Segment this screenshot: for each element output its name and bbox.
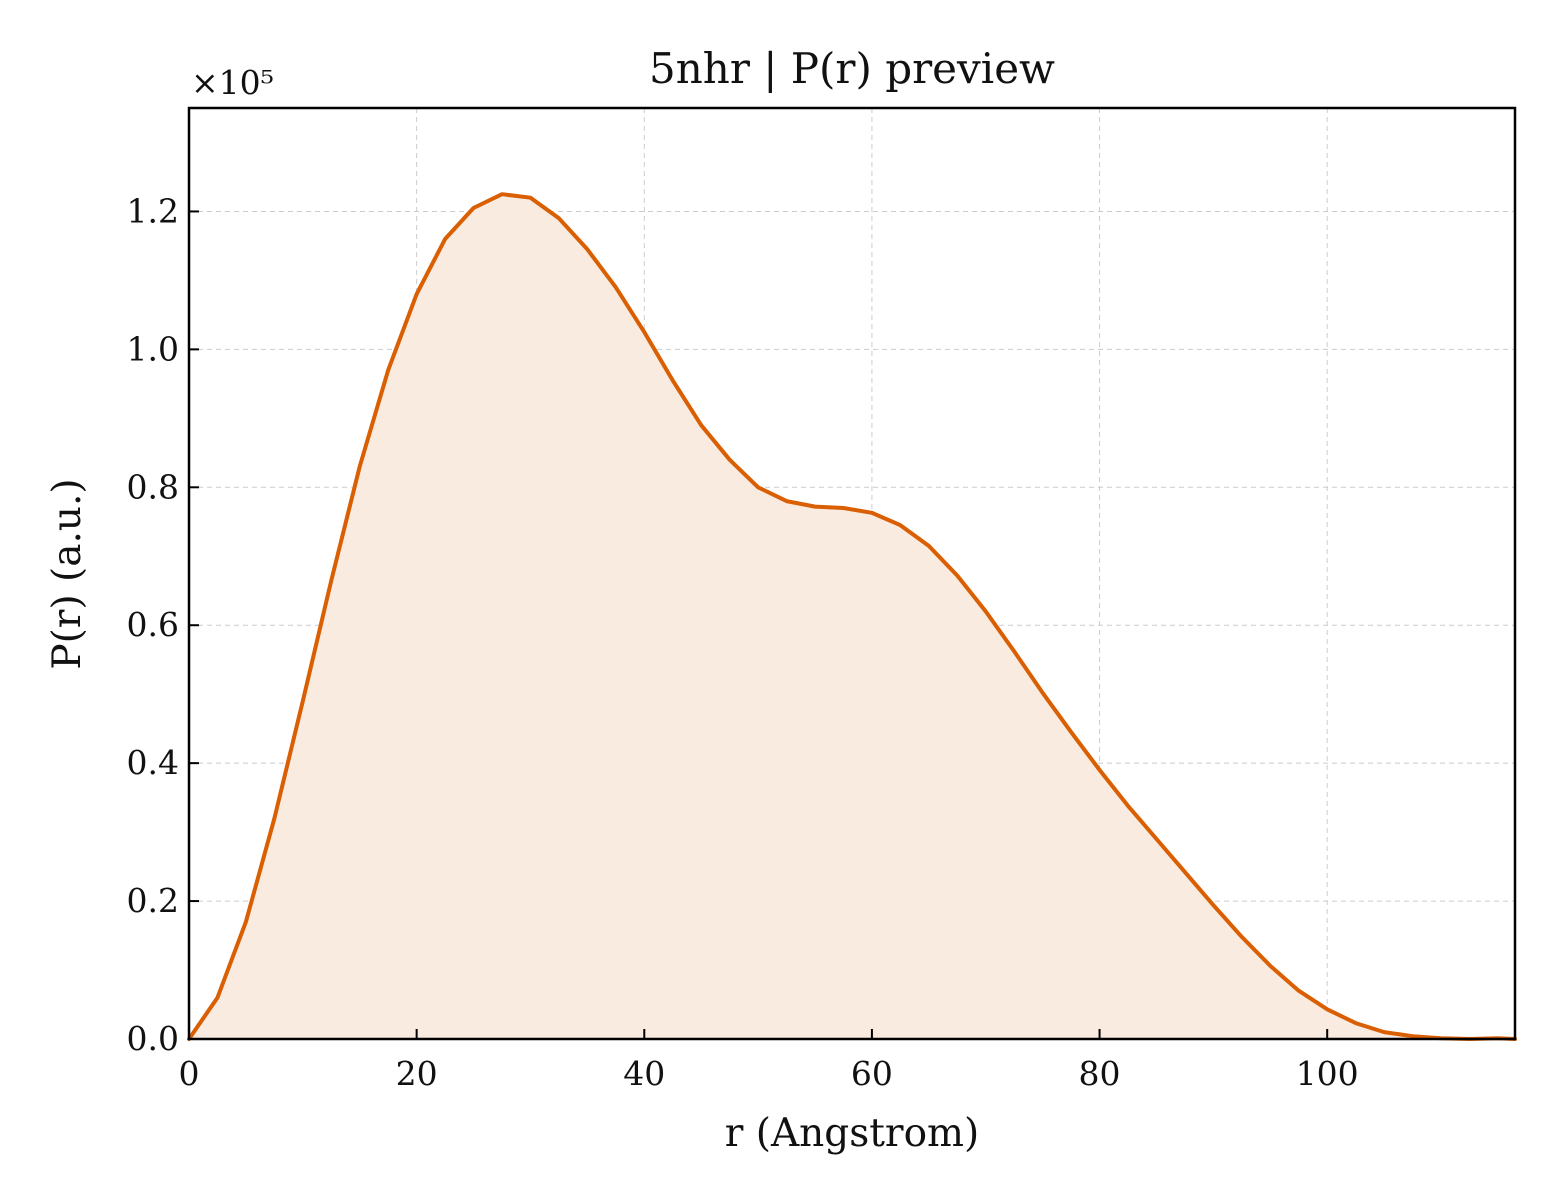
y-axis-label: P(r) (a.u.) bbox=[45, 478, 90, 669]
x-tick-label: 40 bbox=[623, 1054, 665, 1093]
y-tick-label: 0.0 bbox=[127, 1019, 179, 1058]
x-axis-ticks: 0 20 40 60 80 100 bbox=[179, 1029, 1359, 1093]
x-tick-label: 0 bbox=[179, 1054, 200, 1093]
chart-title: 5nhr | P(r) preview bbox=[649, 44, 1055, 93]
y-tick-label: 0.2 bbox=[127, 881, 179, 920]
y-axis-ticks: 0.0 0.2 0.4 0.6 0.8 1.0 1.2 bbox=[127, 191, 199, 1058]
y-tick-label: 1.0 bbox=[127, 329, 179, 368]
pr-area-fill bbox=[189, 194, 1515, 1039]
x-axis-label: r (Angstrom) bbox=[725, 1111, 980, 1156]
x-tick-label: 20 bbox=[396, 1054, 438, 1093]
y-multiplier-label: ×10⁵ bbox=[191, 63, 274, 102]
plot-frame bbox=[187, 106, 1517, 1041]
pr-series-line bbox=[187, 192, 1517, 1041]
y-tick-label: 0.4 bbox=[127, 743, 179, 782]
x-tick-label: 100 bbox=[1296, 1054, 1359, 1093]
y-tick-label: 0.8 bbox=[127, 467, 179, 506]
y-tick-label: 1.2 bbox=[127, 191, 179, 230]
x-tick-label: 60 bbox=[851, 1054, 893, 1093]
x-tick-label: 80 bbox=[1079, 1054, 1121, 1093]
y-tick-label: 0.6 bbox=[127, 605, 179, 644]
